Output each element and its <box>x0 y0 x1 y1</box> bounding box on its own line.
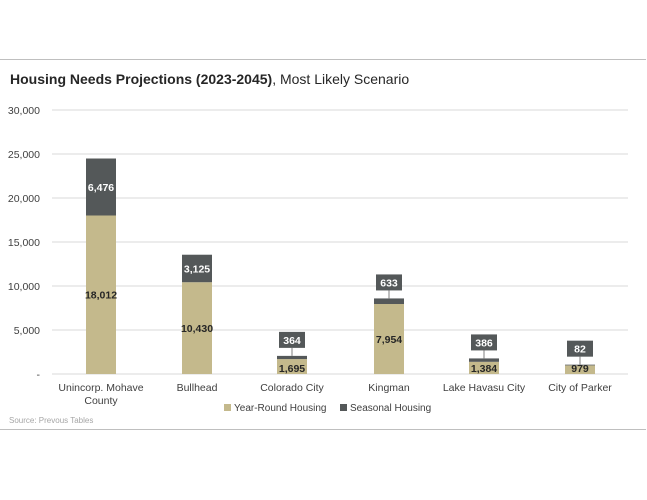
data-label-box <box>471 334 497 351</box>
bar-year-round <box>565 365 595 374</box>
y-tick-label: 5,000 <box>14 325 40 337</box>
y-tick-label: 10,000 <box>8 281 40 293</box>
bar-seasonal <box>469 358 499 362</box>
y-tick-label: 15,000 <box>8 237 40 249</box>
data-label-year-round: 1,384 <box>471 363 497 375</box>
bar-seasonal <box>86 158 116 216</box>
y-tick-label: 25,000 <box>8 149 40 161</box>
legend-label-year-round: Year-Round Housing <box>234 403 326 414</box>
data-label-seasonal: 3,125 <box>184 263 210 275</box>
bar-seasonal <box>182 254 212 283</box>
data-label-box <box>567 340 593 357</box>
bar-year-round <box>86 215 116 374</box>
data-label-seasonal: 386 <box>475 337 493 349</box>
bar-seasonal <box>374 298 404 305</box>
bar-year-round <box>182 282 212 374</box>
y-tick-label: 30,000 <box>8 105 40 117</box>
chart-title-bold: Housing Needs Projections (2023-2045) <box>10 71 273 87</box>
legend-swatch-seasonal <box>340 404 347 411</box>
bar-year-round <box>374 304 404 374</box>
y-tick-label: - <box>37 369 41 381</box>
x-tick-label: Kingman <box>368 382 410 394</box>
legend-swatch-year-round <box>224 404 231 411</box>
x-tick-label: Unincorp. Mohave <box>58 382 143 394</box>
x-tick-label: Lake Havasu City <box>443 382 526 394</box>
chart-title: Housing Needs Projections (2023-2045), M… <box>10 71 409 87</box>
bar-seasonal <box>565 364 595 366</box>
data-label-box <box>376 274 402 291</box>
data-label-seasonal: 364 <box>283 335 301 347</box>
data-label-seasonal: 82 <box>574 344 586 356</box>
data-label-year-round: 1,695 <box>279 363 305 375</box>
chart-frame <box>0 59 646 430</box>
bar-seasonal <box>277 355 307 360</box>
legend-label-seasonal: Seasonal Housing <box>350 403 431 414</box>
x-tick-label: City of Parker <box>548 382 612 394</box>
data-label-box <box>279 331 305 348</box>
bar-year-round <box>469 361 499 374</box>
data-label-year-round: 979 <box>571 363 589 375</box>
data-label-seasonal: 6,476 <box>88 182 114 194</box>
data-label-seasonal: 633 <box>380 277 398 289</box>
y-tick-label: 20,000 <box>8 193 40 205</box>
source-note: Source: Prevous Tables <box>9 416 94 425</box>
x-tick-label: County <box>84 395 118 407</box>
x-tick-label: Bullhead <box>177 382 218 394</box>
data-label-year-round: 10,430 <box>181 323 213 335</box>
x-tick-label: Colorado City <box>260 382 324 394</box>
chart-title-rest: , Most Likely Scenario <box>272 71 410 87</box>
data-label-year-round: 18,012 <box>85 290 117 302</box>
bar-year-round <box>277 359 307 374</box>
data-label-year-round: 7,954 <box>376 334 402 346</box>
